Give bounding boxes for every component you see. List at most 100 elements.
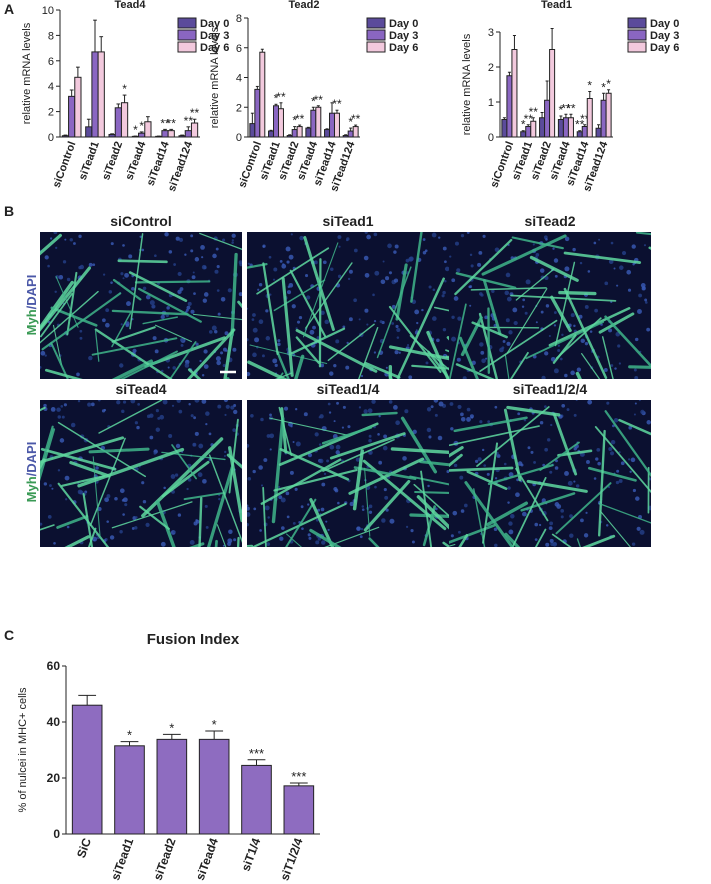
bar [544,99,551,138]
nucleus [539,268,545,273]
nucleus [437,435,443,441]
nucleus [353,298,357,303]
legend-label: Day 3 [650,30,679,42]
nucleus [58,274,64,280]
error-bar [298,124,302,127]
y-tick-label: 4 [48,81,54,93]
myotube [273,469,358,492]
nucleus [103,408,107,412]
y-tick-label: 20 [47,771,61,785]
nucleus [575,484,580,488]
stain-label: /DAPI [24,275,39,310]
nucleus [315,540,320,545]
row-label: Myh/DAPI [24,275,39,336]
nucleus [88,355,93,361]
nucleus [559,357,563,361]
x-tick-label: siT1/2/4 [277,836,305,882]
nucleus [560,515,564,519]
nucleus [426,427,432,433]
nucleus [328,411,332,414]
error-bar [564,113,568,118]
nucleus [77,400,81,403]
nucleus [595,457,599,461]
myotube [510,294,617,302]
nucleus [499,347,504,353]
nucleus [69,238,73,242]
nucleus [637,309,642,314]
nucleus [333,364,337,368]
nucleus [233,404,237,407]
error-bar [521,130,525,132]
nucleus [345,365,350,370]
nucleus [456,357,461,362]
nucleus [167,366,170,369]
nucleus [187,301,192,306]
nucleus [124,272,129,278]
nucleus [532,243,535,246]
nucleus [201,400,207,404]
nucleus [195,342,199,346]
myotube [262,262,279,356]
error-bar [78,694,97,706]
nucleus [478,250,483,255]
error-bar [335,109,339,114]
myotube [388,305,442,373]
nucleus [227,541,232,546]
nucleus [462,376,467,379]
significance: ** [575,118,585,132]
nucleus [469,304,472,307]
nucleus [307,533,311,537]
myotube [449,303,467,379]
nucleus [43,403,47,408]
nucleus [178,237,184,242]
myotube [40,290,99,344]
nucleus [321,540,326,545]
error-bar [69,89,74,97]
nucleus [508,472,514,477]
nucleus [318,458,324,464]
myotube [453,416,528,433]
error-bar [169,128,174,131]
nucleus [57,415,62,419]
nucleus [121,409,125,414]
nucleus [193,521,198,526]
nucleus [65,498,68,501]
x-tick-label: siTead1 [77,140,102,182]
nucleus [303,412,308,417]
nucleus [598,238,601,241]
legend-swatch [627,17,647,29]
nucleus [457,404,462,410]
nucleus [544,275,549,281]
nucleus [639,529,645,535]
nucleus [315,518,319,522]
nucleus [215,356,221,362]
nucleus [361,505,365,508]
nucleus [175,443,181,449]
nucleus [548,334,551,338]
nucleus [184,363,190,368]
nucleus [269,448,272,451]
myotube [285,498,317,547]
nucleus [277,485,281,489]
nucleus [396,327,401,333]
nucleus [40,522,43,526]
nucleus [76,372,80,377]
nucleus [561,403,566,408]
significance: * [212,717,217,732]
nucleus [208,330,213,334]
myotube [582,534,616,547]
error-bar [306,126,310,129]
nucleus [534,538,538,542]
nucleus [388,271,393,275]
nucleus [190,234,194,238]
myotube [154,324,192,343]
myotube [358,326,379,379]
nucleus [200,245,205,250]
nucleus [573,324,576,328]
nucleus [391,304,396,309]
nucleus [369,452,372,455]
nucleus [184,253,187,256]
nucleus [569,533,574,538]
myotube [92,456,101,539]
bar [315,106,322,138]
